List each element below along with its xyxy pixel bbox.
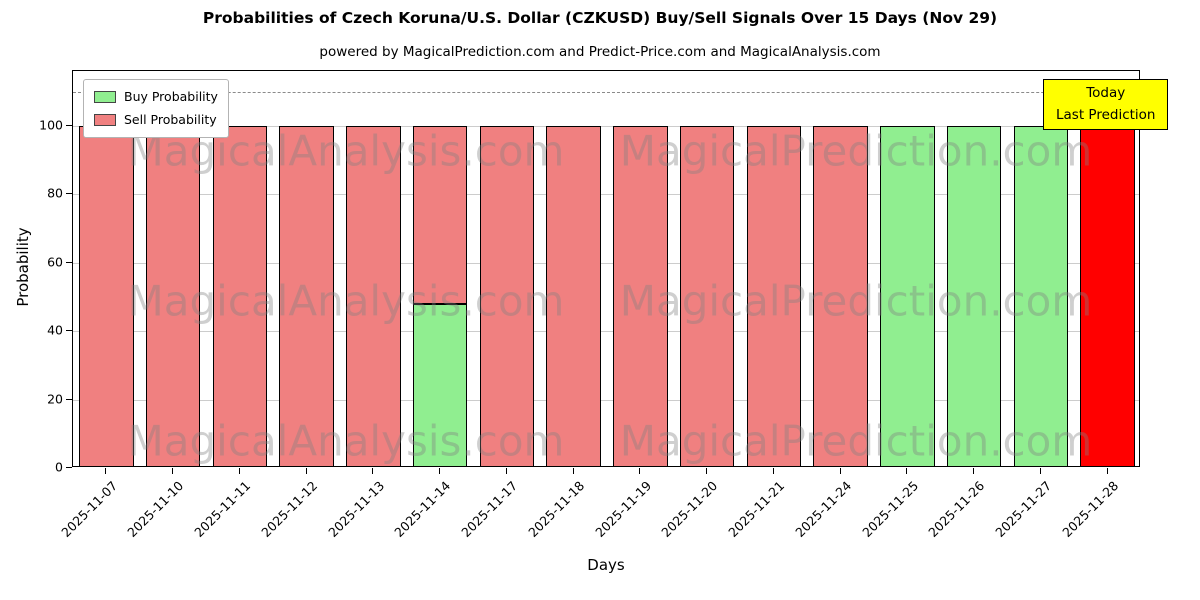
- buy-probability-swatch: [94, 91, 116, 104]
- bar-sell-2025-11-12: [279, 125, 334, 466]
- x-tick-label: 2025-11-17: [458, 478, 521, 540]
- x-tick-mark: [839, 468, 841, 474]
- x-tick-label: 2025-11-19: [591, 478, 654, 540]
- bar-sell-2025-11-24: [813, 125, 868, 466]
- watermark-text: MagicalPrediction.com: [619, 276, 1093, 326]
- y-tick-mark: [66, 467, 72, 468]
- bar-buy-2025-11-25: [880, 125, 935, 466]
- bar-sell-2025-11-13: [346, 125, 401, 466]
- legend-label-sell: Sell Probability: [124, 111, 217, 127]
- sell-probability-swatch: [94, 113, 116, 126]
- gridline-y-20: [73, 399, 1139, 401]
- x-tick-label: 2025-11-18: [525, 478, 588, 540]
- x-tick-mark: [906, 468, 908, 474]
- x-tick-mark: [706, 468, 708, 474]
- x-tick-label: 2025-11-14: [391, 478, 454, 540]
- x-tick-label: 2025-11-25: [858, 478, 921, 540]
- x-tick-mark: [1039, 468, 1041, 474]
- x-tick-mark: [172, 468, 174, 474]
- legend-label-buy: Buy Probability: [124, 89, 218, 104]
- gridline-y-40: [73, 331, 1139, 333]
- bar-buy-2025-11-14: [412, 303, 468, 466]
- gridline-y-60: [73, 262, 1139, 264]
- x-tick-label: 2025-11-13: [324, 478, 387, 540]
- legend: Buy Probability Sell Probability: [83, 79, 229, 138]
- x-tick-mark: [238, 468, 240, 474]
- x-tick-mark: [572, 468, 574, 474]
- x-tick-mark: [439, 468, 441, 474]
- today-annotation-line1: Today: [1086, 85, 1126, 101]
- x-tick-label: 2025-11-26: [925, 478, 988, 540]
- x-tick-label: 2025-11-10: [124, 478, 187, 540]
- bar-sell-2025-11-20: [679, 125, 735, 466]
- x-tick-mark: [772, 468, 774, 474]
- x-axis-title: Days: [587, 556, 625, 574]
- x-tick-mark: [973, 468, 975, 474]
- plot-area: Buy Probability Sell Probability Magical…: [72, 70, 1140, 467]
- y-tick-label: 40: [47, 322, 63, 338]
- bar-buy-2025-11-26: [946, 125, 1002, 466]
- watermark-text: MagicalAnalysis.com: [127, 416, 565, 466]
- today-annotation: Today Last Prediction: [1043, 79, 1169, 131]
- x-tick-mark: [1106, 468, 1108, 474]
- legend-item-sell: Sell Probability: [94, 109, 218, 132]
- watermark-text: MagicalPrediction.com: [619, 416, 1093, 466]
- bar-sell-2025-11-07: [79, 125, 134, 466]
- x-tick-label: 2025-11-07: [57, 478, 120, 540]
- x-tick-label: 2025-11-20: [658, 478, 721, 540]
- x-tick-mark: [105, 468, 107, 474]
- bar-sell-2025-11-10: [145, 125, 201, 466]
- watermark-text: MagicalPrediction.com: [619, 126, 1093, 176]
- y-tick-label: 60: [47, 254, 63, 270]
- bar-sell-2025-11-11: [212, 125, 268, 466]
- gridline-y-100: [73, 125, 1139, 127]
- x-tick-label: 2025-11-28: [1059, 478, 1122, 540]
- x-tick-label: 2025-11-12: [258, 478, 321, 540]
- legend-item-buy: Buy Probability: [94, 86, 218, 109]
- bar-sell-2025-11-14: [412, 125, 468, 304]
- bar-buy-2025-11-27: [1013, 125, 1069, 466]
- y-tick-mark: [66, 193, 72, 195]
- bar-today-2025-11-28: [1080, 125, 1135, 466]
- x-tick-label: 2025-11-21: [725, 478, 788, 540]
- x-tick-mark: [505, 468, 507, 474]
- y-axis-title: Probability: [14, 227, 32, 307]
- y-tick-mark: [66, 124, 72, 126]
- x-tick-label: 2025-11-11: [191, 478, 254, 540]
- watermark-text: MagicalAnalysis.com: [127, 276, 565, 326]
- bar-sell-2025-11-19: [613, 125, 668, 466]
- y-tick-mark: [66, 261, 72, 263]
- y-tick-label: 0: [55, 459, 63, 475]
- x-tick-label: 2025-11-24: [792, 478, 855, 540]
- today-annotation-line2: Last Prediction: [1056, 106, 1156, 123]
- y-tick-label: 100: [39, 117, 63, 133]
- y-tick-mark: [66, 330, 72, 332]
- bar-sell-2025-11-18: [546, 125, 601, 466]
- y-tick-mark: [66, 398, 72, 400]
- y-tick-label: 20: [47, 391, 63, 407]
- chart-title: Probabilities of Czech Koruna/U.S. Dolla…: [202, 9, 998, 27]
- x-tick-mark: [372, 468, 374, 474]
- dashed-upper-line: [73, 91, 1139, 93]
- y-tick-label: 80: [47, 185, 63, 201]
- bar-sell-2025-11-17: [479, 125, 535, 466]
- gridline-y-80: [73, 194, 1139, 196]
- bar-sell-2025-11-21: [746, 125, 802, 466]
- x-tick-mark: [305, 468, 307, 474]
- x-tick-label: 2025-11-27: [992, 478, 1055, 540]
- x-tick-mark: [639, 468, 641, 474]
- chart-subtitle: powered by MagicalPrediction.com and Pre…: [319, 44, 881, 60]
